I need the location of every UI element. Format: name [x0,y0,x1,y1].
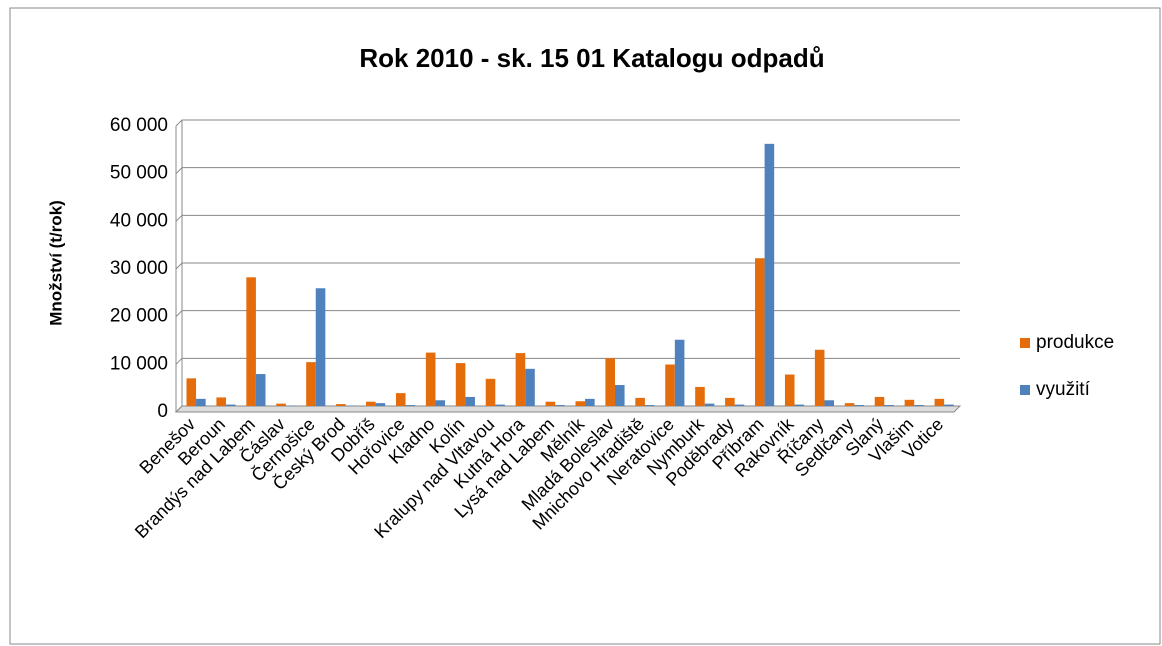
grid-line [175,262,960,270]
bar [914,405,924,406]
bar [225,404,236,406]
legend-swatch [1020,385,1030,395]
bar [455,363,466,406]
bar [186,378,197,406]
bar [934,398,945,406]
bar [545,401,556,406]
bar [276,403,286,406]
bar [555,405,565,406]
grid-line [175,357,960,365]
bar [844,403,855,406]
bar [644,405,655,406]
y-tick-label: 20 000 [110,306,168,327]
bar [515,353,526,406]
bar [425,352,436,406]
bar [375,403,386,406]
bar [874,396,885,406]
bar [695,386,705,406]
bar [674,339,685,406]
bar [315,288,326,406]
bar [764,143,775,407]
legend-swatch [1020,338,1030,348]
bar [635,397,645,406]
bar [495,404,505,406]
bar [336,404,346,406]
bar [944,404,954,406]
bar [255,374,266,406]
bar [704,403,715,406]
bar [884,405,894,406]
bar [614,385,625,406]
bar [366,401,376,406]
grid-line [175,167,960,175]
y-tick-label: 60 000 [110,115,168,136]
floor [174,405,962,413]
bar [784,374,795,406]
grid-line [175,214,960,222]
bar [904,399,915,406]
chart-frame [9,7,1161,645]
bar [306,362,316,406]
bar [824,400,835,406]
bar [854,405,864,406]
bar [665,364,675,406]
grid-line [175,310,960,318]
legend-label: využití [1036,379,1091,400]
grid-line [175,119,960,127]
legend-label: produkce [1036,332,1114,353]
bar [525,368,535,406]
bar [485,378,496,406]
bar [755,258,765,406]
y-tick-label: 50 000 [110,163,168,184]
bar [405,405,416,406]
bar [794,404,805,406]
bar [814,349,825,406]
bar [465,396,475,406]
chart-title: Rok 2010 - sk. 15 01 Katalogu odpadů [359,43,824,73]
bar [734,404,745,406]
y-tick-label: 30 000 [110,258,168,279]
bar [585,398,595,406]
y-axis-title: Množství (t/rok) [46,200,65,326]
y-tick-label: 0 [157,401,168,422]
bar [246,277,256,406]
bar [196,398,206,406]
y-tick-label: 40 000 [110,210,168,231]
bar [605,358,615,406]
bar [216,397,226,406]
bar [575,401,586,406]
bar [435,400,446,406]
y-tick-label: 10 000 [110,353,168,374]
bar [725,397,735,406]
bar [395,393,406,406]
